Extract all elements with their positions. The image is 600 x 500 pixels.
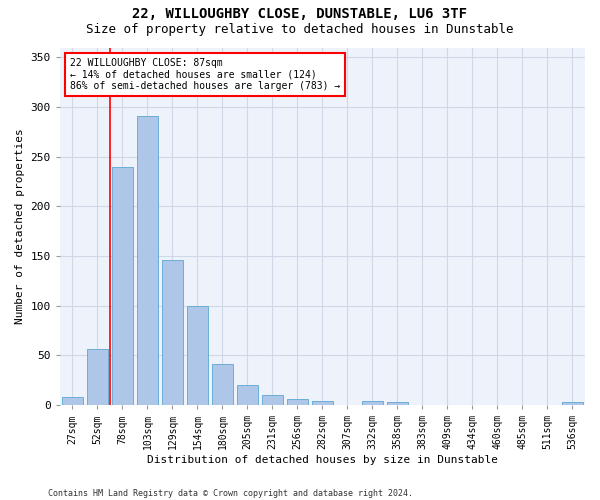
- Bar: [212, 364, 233, 405]
- Bar: [62, 397, 83, 405]
- Text: Contains HM Land Registry data © Crown copyright and database right 2024.: Contains HM Land Registry data © Crown c…: [48, 488, 413, 498]
- Y-axis label: Number of detached properties: Number of detached properties: [15, 128, 25, 324]
- Bar: [287, 399, 308, 405]
- Bar: [237, 386, 258, 405]
- Text: 22 WILLOUGHBY CLOSE: 87sqm
← 14% of detached houses are smaller (124)
86% of sem: 22 WILLOUGHBY CLOSE: 87sqm ← 14% of deta…: [70, 58, 341, 92]
- Bar: [137, 116, 158, 405]
- Bar: [262, 395, 283, 405]
- X-axis label: Distribution of detached houses by size in Dunstable: Distribution of detached houses by size …: [147, 455, 498, 465]
- Bar: [162, 260, 183, 405]
- Bar: [362, 401, 383, 405]
- Bar: [562, 402, 583, 405]
- Bar: [112, 166, 133, 405]
- Bar: [387, 402, 408, 405]
- Bar: [312, 401, 333, 405]
- Text: 22, WILLOUGHBY CLOSE, DUNSTABLE, LU6 3TF: 22, WILLOUGHBY CLOSE, DUNSTABLE, LU6 3TF: [133, 8, 467, 22]
- Bar: [87, 348, 108, 405]
- Bar: [187, 306, 208, 405]
- Text: Size of property relative to detached houses in Dunstable: Size of property relative to detached ho…: [86, 22, 514, 36]
